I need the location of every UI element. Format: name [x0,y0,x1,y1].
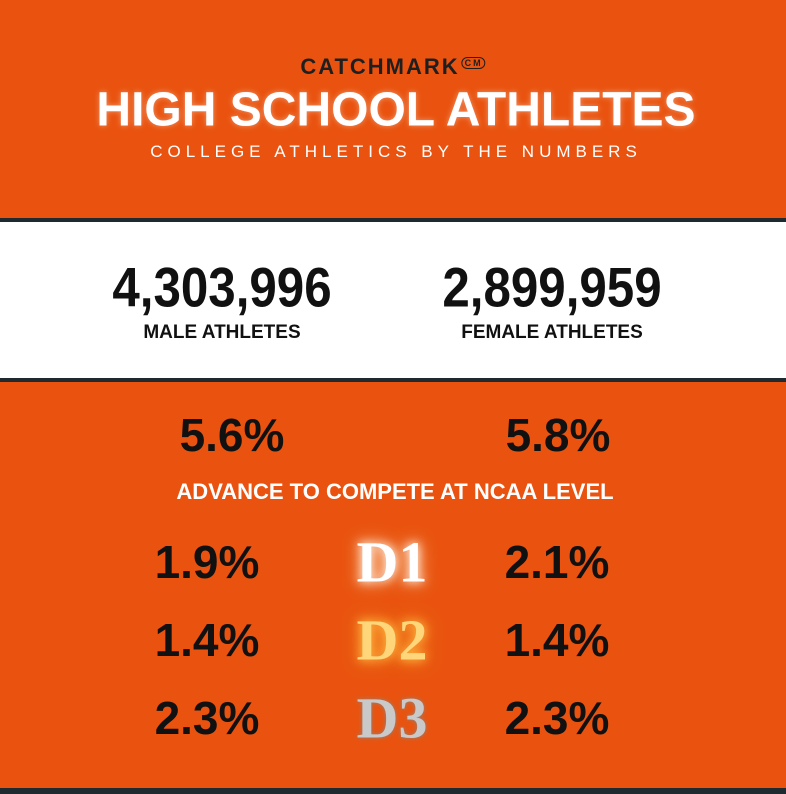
logo-mark: CM [461,56,486,69]
division-name: D3 [356,685,428,751]
division-male: 1.9% [154,536,260,588]
total-label: FEMALE ATHLETES [461,322,643,343]
total-label: MALE ATHLETES [143,322,301,343]
division-female: 1.4% [504,614,610,666]
total-value: 2,899,959 [442,255,662,319]
total-value: 4,303,996 [112,255,332,319]
division-name: D2 [356,607,428,673]
advance-female: 5.8% [505,409,611,461]
division-name: D1 [356,529,428,595]
title: HIGH SCHOOL ATHLETES [96,83,696,137]
logo-text: CATCHMARK [300,54,460,79]
advance-label: ADVANCE TO COMPETE AT NCAA LEVEL [176,479,614,504]
division-male: 1.4% [154,614,260,666]
subtitle: COLLEGE ATHLETICS BY THE NUMBERS [150,142,642,161]
division-male: 2.3% [154,692,260,744]
logo: CATCHMARK CM [300,54,486,80]
advance-male: 5.6% [179,409,285,461]
division-female: 2.1% [504,536,610,588]
bottom-border [0,788,786,794]
white-band [0,218,786,382]
division-female: 2.3% [504,692,610,744]
